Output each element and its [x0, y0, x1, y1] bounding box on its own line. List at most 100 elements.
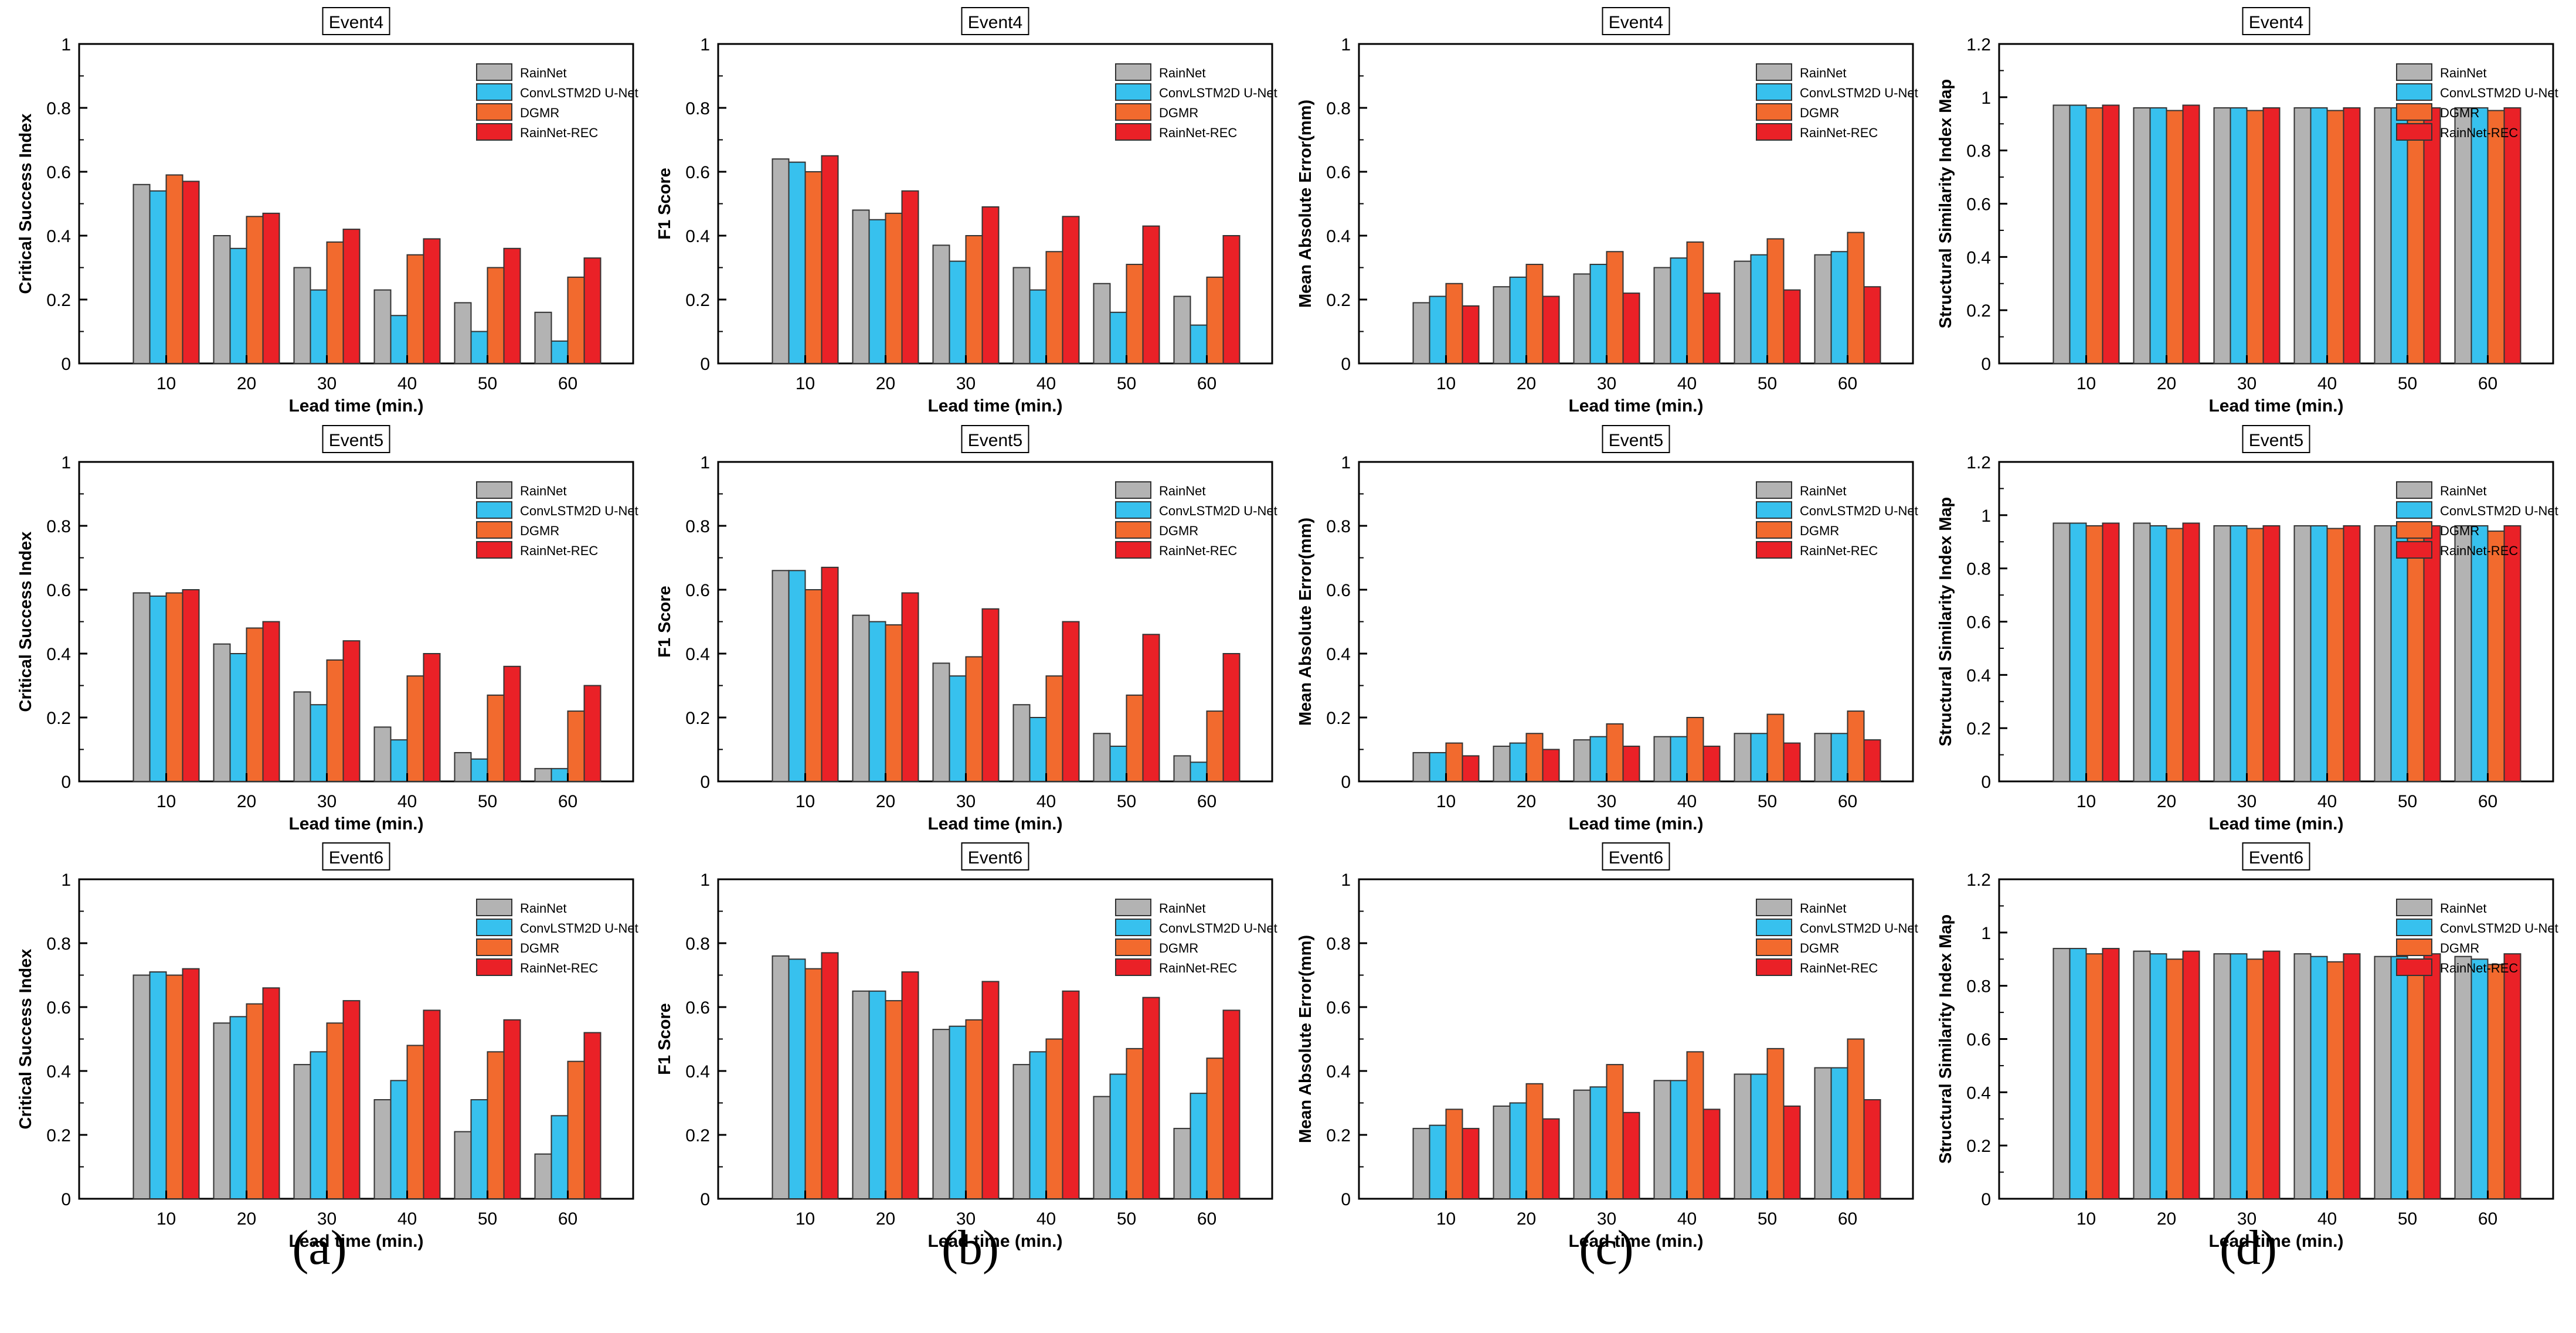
chart-12-legend-swatch: [2396, 919, 2432, 936]
chart-9-bar: [342, 1000, 361, 1199]
chart-3-bar: [1462, 305, 1480, 365]
chart-12-bar: [2262, 950, 2281, 1199]
chart-9-bar: [310, 1051, 328, 1200]
chart-7-bar: [1622, 746, 1640, 783]
chart-7-plot-frame: [1358, 461, 1914, 783]
chart-11-legend-swatch: [1756, 919, 1792, 936]
chart-2-bar: [1173, 295, 1191, 364]
chart-4-ylabel: Structural Similarity Index Map: [1936, 79, 1955, 328]
chart-12-ytick-label: 0: [1981, 1190, 1991, 1209]
chart-9-title-box: [322, 842, 390, 870]
chart-10-bar: [772, 955, 790, 1200]
chart-5-bar: [165, 592, 183, 782]
chart-11-bar: [1573, 1089, 1591, 1199]
chart-4-bar: [2503, 107, 2521, 364]
chart-9-ytick-label: 0: [61, 1190, 71, 1209]
chart-4-bar: [2470, 107, 2489, 364]
chart-7-xtick-label: 50: [1758, 792, 1777, 811]
chart-4-title-box: [2242, 7, 2310, 35]
chart-10-bar: [1093, 1096, 1111, 1199]
chart-2-xlabel: Lead time (min.): [927, 396, 1062, 416]
chart-8-title: Event5: [2249, 431, 2303, 450]
chart-2-bar: [965, 235, 983, 364]
chart-4-ytick-label: 1: [1981, 89, 1991, 108]
chart-12-xtick-label: 40: [2317, 1209, 2337, 1229]
chart-3-ytick-label: 1: [1341, 35, 1351, 55]
chart-6-bar: [1029, 717, 1047, 782]
chart-1-xtick-label: 10: [157, 374, 176, 393]
chart-5-bar: [149, 595, 167, 783]
chart-1-ylabel: Critical Success Index: [16, 114, 35, 294]
chart-3-legend-swatch: [1756, 63, 1792, 81]
chart-6-xtick-label: 50: [1117, 792, 1136, 811]
chart-3-bar: [1509, 276, 1527, 364]
chart-3-bar: [1863, 286, 1881, 365]
chart-11-ytick-label: 1: [1341, 870, 1351, 890]
chart-2-ytick-label: 0.8: [685, 99, 710, 118]
chart-12-ytick-label: 1: [1981, 924, 1991, 943]
chart-9-bar: [567, 1060, 585, 1200]
chart-2-bar: [1012, 267, 1031, 364]
chart-1-bar: [149, 190, 167, 364]
chart-6-ytick-label: 0.8: [685, 517, 710, 536]
chart-10-xtick-label: 40: [1036, 1209, 1056, 1229]
chart-1-xtick-label: 50: [478, 374, 497, 393]
chart-12-bar: [2085, 953, 2103, 1199]
chart-6-bar: [965, 656, 983, 782]
chart-2-xtick-label: 30: [956, 374, 976, 393]
chart-2-bar: [821, 155, 839, 364]
chart-4-ytick-label: 0: [1981, 355, 1991, 374]
chart-1-legend-label: DGMR: [520, 106, 559, 120]
chart-4-legend-swatch: [2396, 63, 2432, 81]
chart-3-ytick-label: 0.6: [1326, 163, 1351, 182]
chart-11-bar: [1670, 1080, 1688, 1199]
chart-11-bar: [1445, 1108, 1463, 1200]
chart-5-bar: [132, 592, 151, 782]
chart-3-bar: [1525, 264, 1544, 364]
chart-2-bar: [868, 219, 886, 364]
chart-8-title-box: [2242, 425, 2310, 453]
chart-5-bar: [423, 653, 441, 782]
chart-9-legend-swatch: [476, 899, 512, 916]
chart-3-ytick-label: 0.8: [1326, 99, 1351, 118]
chart-3-xtick-label: 10: [1436, 374, 1456, 393]
chart-6-ytick-label: 0.2: [685, 709, 710, 728]
chart-2-bar: [1062, 216, 1080, 364]
chart-1-ytick-label: 0.2: [46, 291, 71, 310]
chart-11-bar: [1766, 1048, 1785, 1199]
chart-7-bar: [1734, 733, 1752, 782]
chart-1-bar: [373, 289, 392, 364]
chart-7-ytick-label: 0.2: [1326, 709, 1351, 728]
chart-4-legend-swatch: [2396, 123, 2432, 141]
chart-5-title-box: [322, 425, 390, 453]
chart-5-xtick-label: 30: [317, 792, 337, 811]
chart-1-bar: [423, 238, 441, 365]
chart-12-bar: [2149, 953, 2167, 1199]
chart-12-ylabel: Structural Similarity Index Map: [1936, 914, 1955, 1164]
chart-6-bar: [1222, 653, 1241, 782]
chart-3-bar: [1445, 283, 1463, 364]
chart-10-bar: [932, 1029, 950, 1200]
chart-3-bar: [1429, 295, 1447, 364]
chart-4-ytick-label: 0.6: [1966, 195, 1991, 215]
chart-9-legend-label: RainNet: [520, 901, 566, 916]
chart-11-bar: [1814, 1067, 1832, 1200]
chart-12-ytick-label: 1.2: [1966, 870, 1991, 890]
chart-7-bar: [1445, 742, 1463, 782]
chart-10-xtick-label: 50: [1117, 1209, 1136, 1229]
chart-10-legend-swatch: [1115, 958, 1151, 976]
chart-1-bar: [213, 235, 231, 364]
chart-7-bar: [1653, 736, 1671, 782]
chart-8-bar: [2343, 525, 2361, 782]
chart-11-xtick-label: 50: [1758, 1209, 1777, 1229]
chart-8-bar: [2246, 528, 2264, 783]
chart-10-bar: [821, 952, 839, 1199]
chart-11-bar: [1589, 1086, 1608, 1199]
chart-12-title-box: [2242, 842, 2310, 870]
chart-11-bar: [1863, 1099, 1881, 1200]
chart-3-bar: [1670, 257, 1688, 364]
chart-10-bar: [804, 968, 823, 1199]
chart-12-bar: [2503, 953, 2521, 1199]
chart-2-bar: [885, 212, 903, 364]
chart-3-ytick-label: 0.2: [1326, 291, 1351, 310]
